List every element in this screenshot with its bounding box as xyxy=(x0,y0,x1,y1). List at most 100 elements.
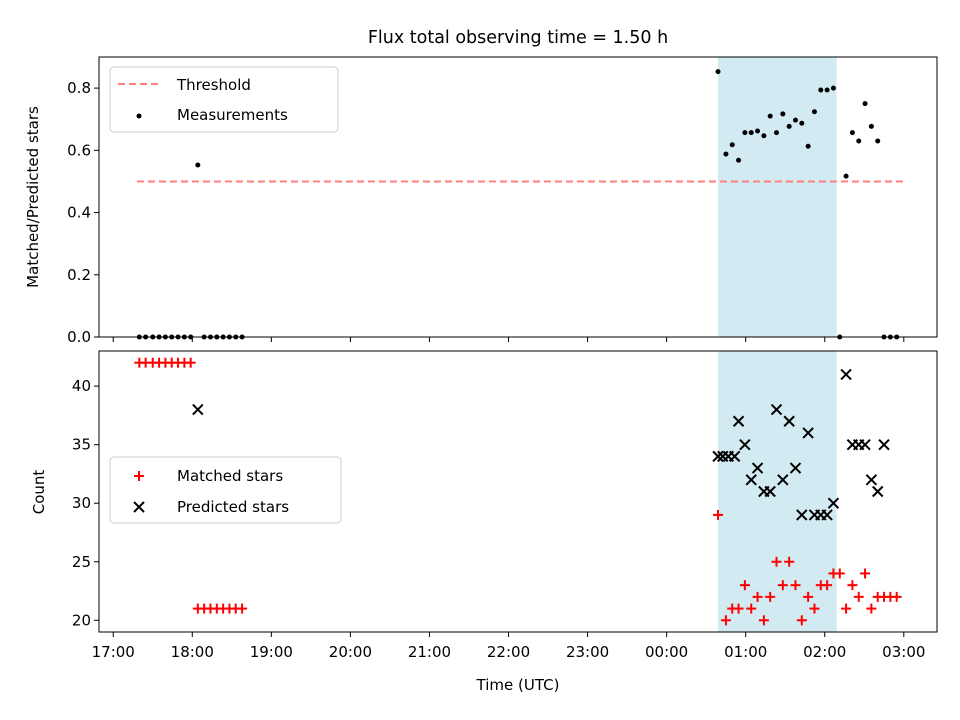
measurement-point xyxy=(792,117,798,123)
matched-star-point xyxy=(796,615,807,626)
top-panel: 0.00.20.40.60.8 Matched/Predicted stars … xyxy=(24,56,938,346)
bottom-y-axis: 20 25 30 35 40 xyxy=(72,377,99,629)
matched-star-point xyxy=(237,603,248,614)
matched-star-point xyxy=(185,357,196,368)
matched-star-point xyxy=(758,615,769,626)
measurement-point xyxy=(729,142,735,148)
bottom-y-tick-label: 30 xyxy=(72,494,91,512)
top-legend: Threshold Measurements xyxy=(109,66,339,133)
top-y-axis-label: Matched/Predicted stars xyxy=(24,106,42,288)
bottom-panel: 20 25 30 35 40 17:00 18:00 19:00 20:00 21:00 22:0… xyxy=(30,350,938,694)
predicted-star-point xyxy=(859,438,871,451)
measurement-point xyxy=(755,128,761,134)
top-y-tick-label: 0.4 xyxy=(67,204,91,222)
matched-star-point xyxy=(834,568,845,579)
matched-star-point xyxy=(847,580,858,591)
measurements-legend-swatch xyxy=(136,113,142,119)
predicted-star-point xyxy=(732,415,745,427)
matched-star-point xyxy=(822,580,833,591)
matched-legend-swatch xyxy=(134,471,144,481)
measurement-point xyxy=(799,120,805,126)
legend-label-measurements: Measurements xyxy=(177,106,288,124)
bottom-y-tick-label: 20 xyxy=(72,611,91,629)
matched-star-point xyxy=(746,603,757,614)
measurement-point xyxy=(761,133,767,139)
matched-star-point xyxy=(841,603,852,614)
predicted-star-point xyxy=(728,450,741,463)
predicted-star-point xyxy=(745,474,757,486)
bottom-points-layer xyxy=(134,357,902,626)
predicted-star-point xyxy=(783,415,795,427)
bottom-legend: Matched stars Predicted stars xyxy=(109,456,342,524)
measurement-point xyxy=(748,130,754,136)
predicted-star-point xyxy=(827,497,840,509)
bottom-y-tick-label: 35 xyxy=(72,436,91,454)
measurement-point xyxy=(824,87,830,93)
predicted-star-point xyxy=(840,368,852,381)
matched-star-point xyxy=(765,591,776,602)
matched-star-point xyxy=(853,591,864,602)
measurement-point xyxy=(195,162,201,168)
x-axis-label: Time (UTC) xyxy=(476,676,560,694)
predicted-star-point xyxy=(865,474,878,486)
measurement-point xyxy=(818,87,824,93)
bottom-x-ticks: 17:00 18:00 19:00 20:00 21:00 22:00 23:00 00:00… xyxy=(92,632,925,661)
chart-title: Flux total observing time = 1.50 h xyxy=(368,28,668,48)
predicted-star-point xyxy=(712,450,724,463)
predicted-legend-swatch xyxy=(133,501,145,513)
bottom-shaded-span xyxy=(718,351,837,632)
matched-star-point xyxy=(713,509,724,520)
x-tick-label: 19:00 xyxy=(250,643,293,661)
measurement-point xyxy=(767,113,773,119)
measurement-point xyxy=(843,173,849,179)
x-tick-label: 02:00 xyxy=(803,643,846,661)
bottom-plot-frame xyxy=(98,350,938,633)
measurement-point xyxy=(849,130,855,136)
predicted-star-point xyxy=(872,485,884,498)
matched-star-point xyxy=(752,591,763,602)
top-points-layer xyxy=(136,69,900,340)
legend-label-predicted: Predicted stars xyxy=(177,498,289,516)
predicted-star-point xyxy=(770,403,783,416)
predicted-star-point xyxy=(739,438,751,451)
top-y-tick-label: 0.2 xyxy=(67,266,91,284)
predicted-star-point xyxy=(764,485,776,498)
matched-star-point xyxy=(860,568,871,579)
matched-star-point xyxy=(771,556,782,567)
measurement-point xyxy=(723,151,729,157)
top-y-axis: 0.0 0.2 0.4 0.6 0.8 xyxy=(67,79,99,346)
x-tick-label: 21:00 xyxy=(408,643,451,661)
matched-star-point xyxy=(784,556,795,567)
measurement-point xyxy=(736,157,742,163)
top-shaded-span xyxy=(718,57,837,337)
measurement-point xyxy=(862,101,868,107)
measurement-point xyxy=(830,85,836,91)
x-tick-label: 03:00 xyxy=(882,643,925,661)
x-tick-label: 17:00 xyxy=(92,643,135,661)
matched-star-point xyxy=(739,580,750,591)
measurement-point xyxy=(780,111,786,117)
predicted-star-point xyxy=(796,509,808,521)
legend-label-matched: Matched stars xyxy=(177,467,283,485)
top-legend-frame xyxy=(109,66,339,133)
predicted-star-point xyxy=(802,427,814,439)
bottom-legend-frame xyxy=(109,456,342,524)
matched-star-point xyxy=(891,591,902,602)
legend-label-threshold: Threshold xyxy=(176,76,251,94)
x-tick-label: 01:00 xyxy=(724,643,767,661)
measurement-point xyxy=(786,123,792,129)
predicted-star-point xyxy=(878,438,890,451)
x-tick-label: 20:00 xyxy=(329,643,372,661)
top-y-tick-label: 0.0 xyxy=(67,328,91,346)
measurement-point xyxy=(868,123,874,129)
measurement-point xyxy=(742,130,748,136)
measurement-point xyxy=(811,109,817,115)
measurement-point xyxy=(875,138,881,144)
predicted-star-point xyxy=(751,462,764,474)
measurement-point xyxy=(715,69,721,75)
measurement-point xyxy=(856,138,862,144)
x-tick-label: 23:00 xyxy=(566,643,609,661)
x-tick-label: 00:00 xyxy=(645,643,688,661)
matched-star-point xyxy=(866,603,877,614)
matched-star-point xyxy=(803,591,814,602)
